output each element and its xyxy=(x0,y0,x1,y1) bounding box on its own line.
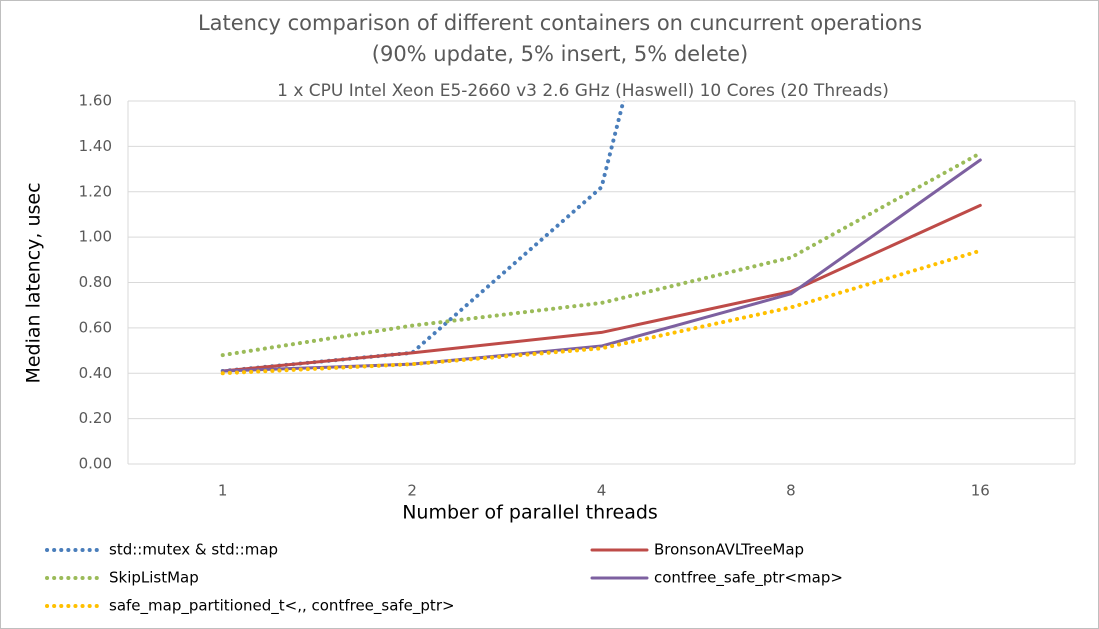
chart-title: Latency comparison of different containe… xyxy=(198,11,922,35)
y-tick-label: 0.20 xyxy=(79,409,112,427)
x-tick-label: 8 xyxy=(786,482,796,500)
legend-label: SkipListMap xyxy=(109,569,199,587)
y-tick-label: 0.80 xyxy=(79,273,112,291)
x-tick-label: 2 xyxy=(407,482,417,500)
legend-label: std::mutex & std::map xyxy=(109,541,278,559)
x-tick-label: 16 xyxy=(971,482,990,500)
series-line xyxy=(221,203,982,373)
chart-subtitle: 1 x CPU Intel Xeon E5-2660 v3 2.6 GHz (H… xyxy=(277,81,889,101)
x-axis-label: Number of parallel threads xyxy=(402,502,658,524)
y-tick-label: 0.60 xyxy=(79,318,112,336)
y-tick-label: 0.40 xyxy=(79,364,112,382)
y-tick-label: 1.40 xyxy=(79,137,112,155)
x-tick-label: 1 xyxy=(218,482,228,500)
series-line xyxy=(220,151,983,358)
y-axis-label: Median latency, usec xyxy=(23,182,45,383)
y-tick-label: 0.00 xyxy=(79,455,112,473)
series-line xyxy=(220,248,983,376)
x-tick-label: 4 xyxy=(597,482,607,500)
legend-label: safe_map_partitioned_t<,, contfree_safe_… xyxy=(109,597,455,616)
chart-title: (90% update, 5% insert, 5% delete) xyxy=(372,42,748,66)
y-tick-label: 1.00 xyxy=(79,228,112,246)
y-tick-label: 1.20 xyxy=(79,182,112,200)
legend-label: BronsonAVLTreeMap xyxy=(654,541,804,559)
legend-label: contfree_safe_ptr<map> xyxy=(654,569,843,588)
y-tick-label: 1.60 xyxy=(79,92,112,110)
